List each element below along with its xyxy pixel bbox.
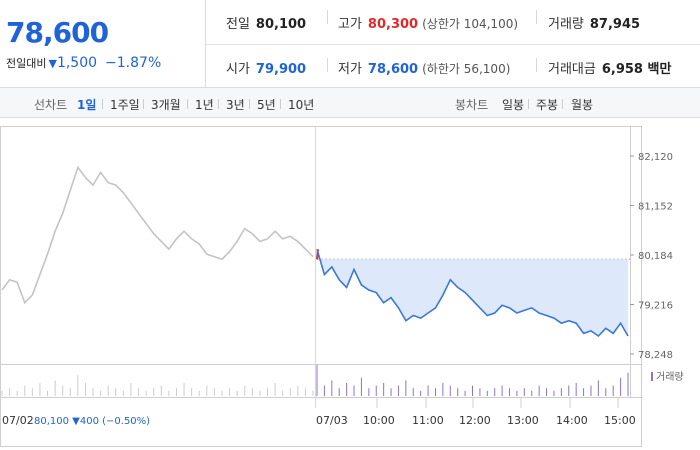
down-triangle-icon: ▼ — [48, 57, 57, 70]
quote-row-divider — [206, 44, 700, 45]
volume-cell: 거래량 87,945 — [548, 13, 640, 32]
y-tick-label: 78,248 — [638, 350, 673, 361]
x-tick-label: 11:00 — [412, 414, 444, 427]
price-chart[interactable]: 82,120 81,152 80,184 79,216 78,248 거래량 07/02 80… — [0, 118, 700, 450]
divider — [528, 99, 529, 109]
period-5y[interactable]: 5년 — [257, 98, 276, 112]
divider — [327, 10, 328, 24]
divider — [536, 58, 537, 72]
period-1w[interactable]: 1주일 — [110, 98, 140, 112]
open-value: 79,900 — [255, 62, 307, 77]
change-row: 전일대비 ▼1,500 −1.87% — [6, 55, 161, 71]
candle-monthly[interactable]: 월봉 — [571, 98, 594, 112]
divider — [562, 99, 563, 109]
chart-axis: 82,120 81,152 80,184 79,216 78,248 거래량 07/02 80… — [2, 152, 684, 427]
trade-value-value: 6,958 백만 — [601, 62, 672, 77]
x-tick-label: 07/03 — [316, 414, 348, 427]
y-tick-label: 82,120 — [638, 152, 673, 163]
period-bar: 선차트 1일 1주일 3개월 1년 3년 5년 10년 봉차트 일봉 주봉 월봉 — [0, 88, 700, 118]
divider — [280, 99, 281, 109]
divider — [536, 10, 537, 24]
x-tick-label: 12:00 — [459, 414, 491, 427]
period-1d[interactable]: 1일 — [77, 98, 97, 112]
divider — [218, 99, 219, 109]
candle-chart-label: 봉차트 — [455, 98, 489, 112]
volume-legend-label: 거래량 — [656, 371, 684, 383]
x-tick-label: 10:00 — [363, 414, 395, 427]
change-label: 전일대비 — [6, 57, 47, 70]
chart-grid — [0, 126, 642, 447]
high-cell: 고가 80,300 (상한가 104,100) — [338, 13, 518, 32]
period-3m[interactable]: 3개월 — [151, 98, 181, 112]
volume-value: 87,945 — [589, 17, 641, 32]
period-1y[interactable]: 1년 — [195, 98, 214, 112]
high-value: 80,300 — [367, 17, 419, 32]
chart-frame — [0, 126, 642, 447]
low-cell: 저가 78,600 (하한가 56,100) — [338, 58, 510, 77]
divider — [143, 99, 144, 109]
open-label: 시가 — [226, 62, 250, 77]
today-line — [316, 248, 629, 338]
candle-daily[interactable]: 일봉 — [502, 98, 525, 112]
trade-value-label: 거래대금 — [548, 62, 596, 77]
price-box: 78,600 전일대비 ▼1,500 −1.87% — [0, 0, 206, 88]
low-label: 저가 — [338, 62, 362, 77]
x-tick-label: 13:00 — [507, 414, 539, 427]
change-amount: 1,500 — [56, 55, 98, 71]
prev-day-line — [1, 165, 314, 305]
prev-close-cell: 전일 80,100 — [226, 13, 306, 32]
trade-value-cell: 거래대금 6,958 백만 — [548, 58, 671, 77]
volume-label: 거래량 — [548, 17, 584, 32]
divider — [327, 58, 328, 72]
y-tick-label: 80,184 — [638, 251, 673, 262]
chart-series — [1, 165, 629, 338]
prev-close-label: 전일 — [226, 17, 250, 32]
divider — [102, 99, 103, 109]
chart-fill — [317, 249, 628, 336]
period-3y[interactable]: 3년 — [226, 98, 245, 112]
prev-close-value: 80,100 — [255, 17, 307, 32]
low-value: 78,600 — [367, 62, 419, 77]
high-label: 고가 — [338, 17, 362, 32]
divider — [187, 99, 188, 109]
y-tick-label: 81,152 — [638, 202, 673, 213]
y-tick-label: 79,216 — [638, 301, 673, 312]
line-chart-label: 선차트 — [34, 98, 68, 112]
volume-bars — [1, 364, 629, 396]
open-cell: 시가 79,900 — [226, 58, 306, 77]
period-10y[interactable]: 10년 — [288, 98, 315, 112]
candle-weekly[interactable]: 주봉 — [536, 98, 559, 112]
volume-legend-swatch — [651, 372, 653, 381]
divider — [249, 99, 250, 109]
lower-limit: (하한가 56,100) — [422, 62, 511, 76]
change-percent: −1.87% — [105, 55, 162, 71]
upper-limit: (상한가 104,100) — [422, 17, 519, 31]
x-tick-label: 14:00 — [556, 414, 588, 427]
below-reference-fill — [317, 249, 628, 336]
prev-day-info-label: 80,100 ▼400 (−0.50%) — [34, 416, 150, 427]
current-price: 78,600 — [6, 16, 109, 49]
prev-day-date-label: 07/02 — [2, 414, 34, 427]
x-tick-label: 15:00 — [604, 414, 636, 427]
quote-panel: 78,600 전일대비 ▼1,500 −1.87% 전일 80,100 고가 80,30… — [0, 0, 700, 88]
